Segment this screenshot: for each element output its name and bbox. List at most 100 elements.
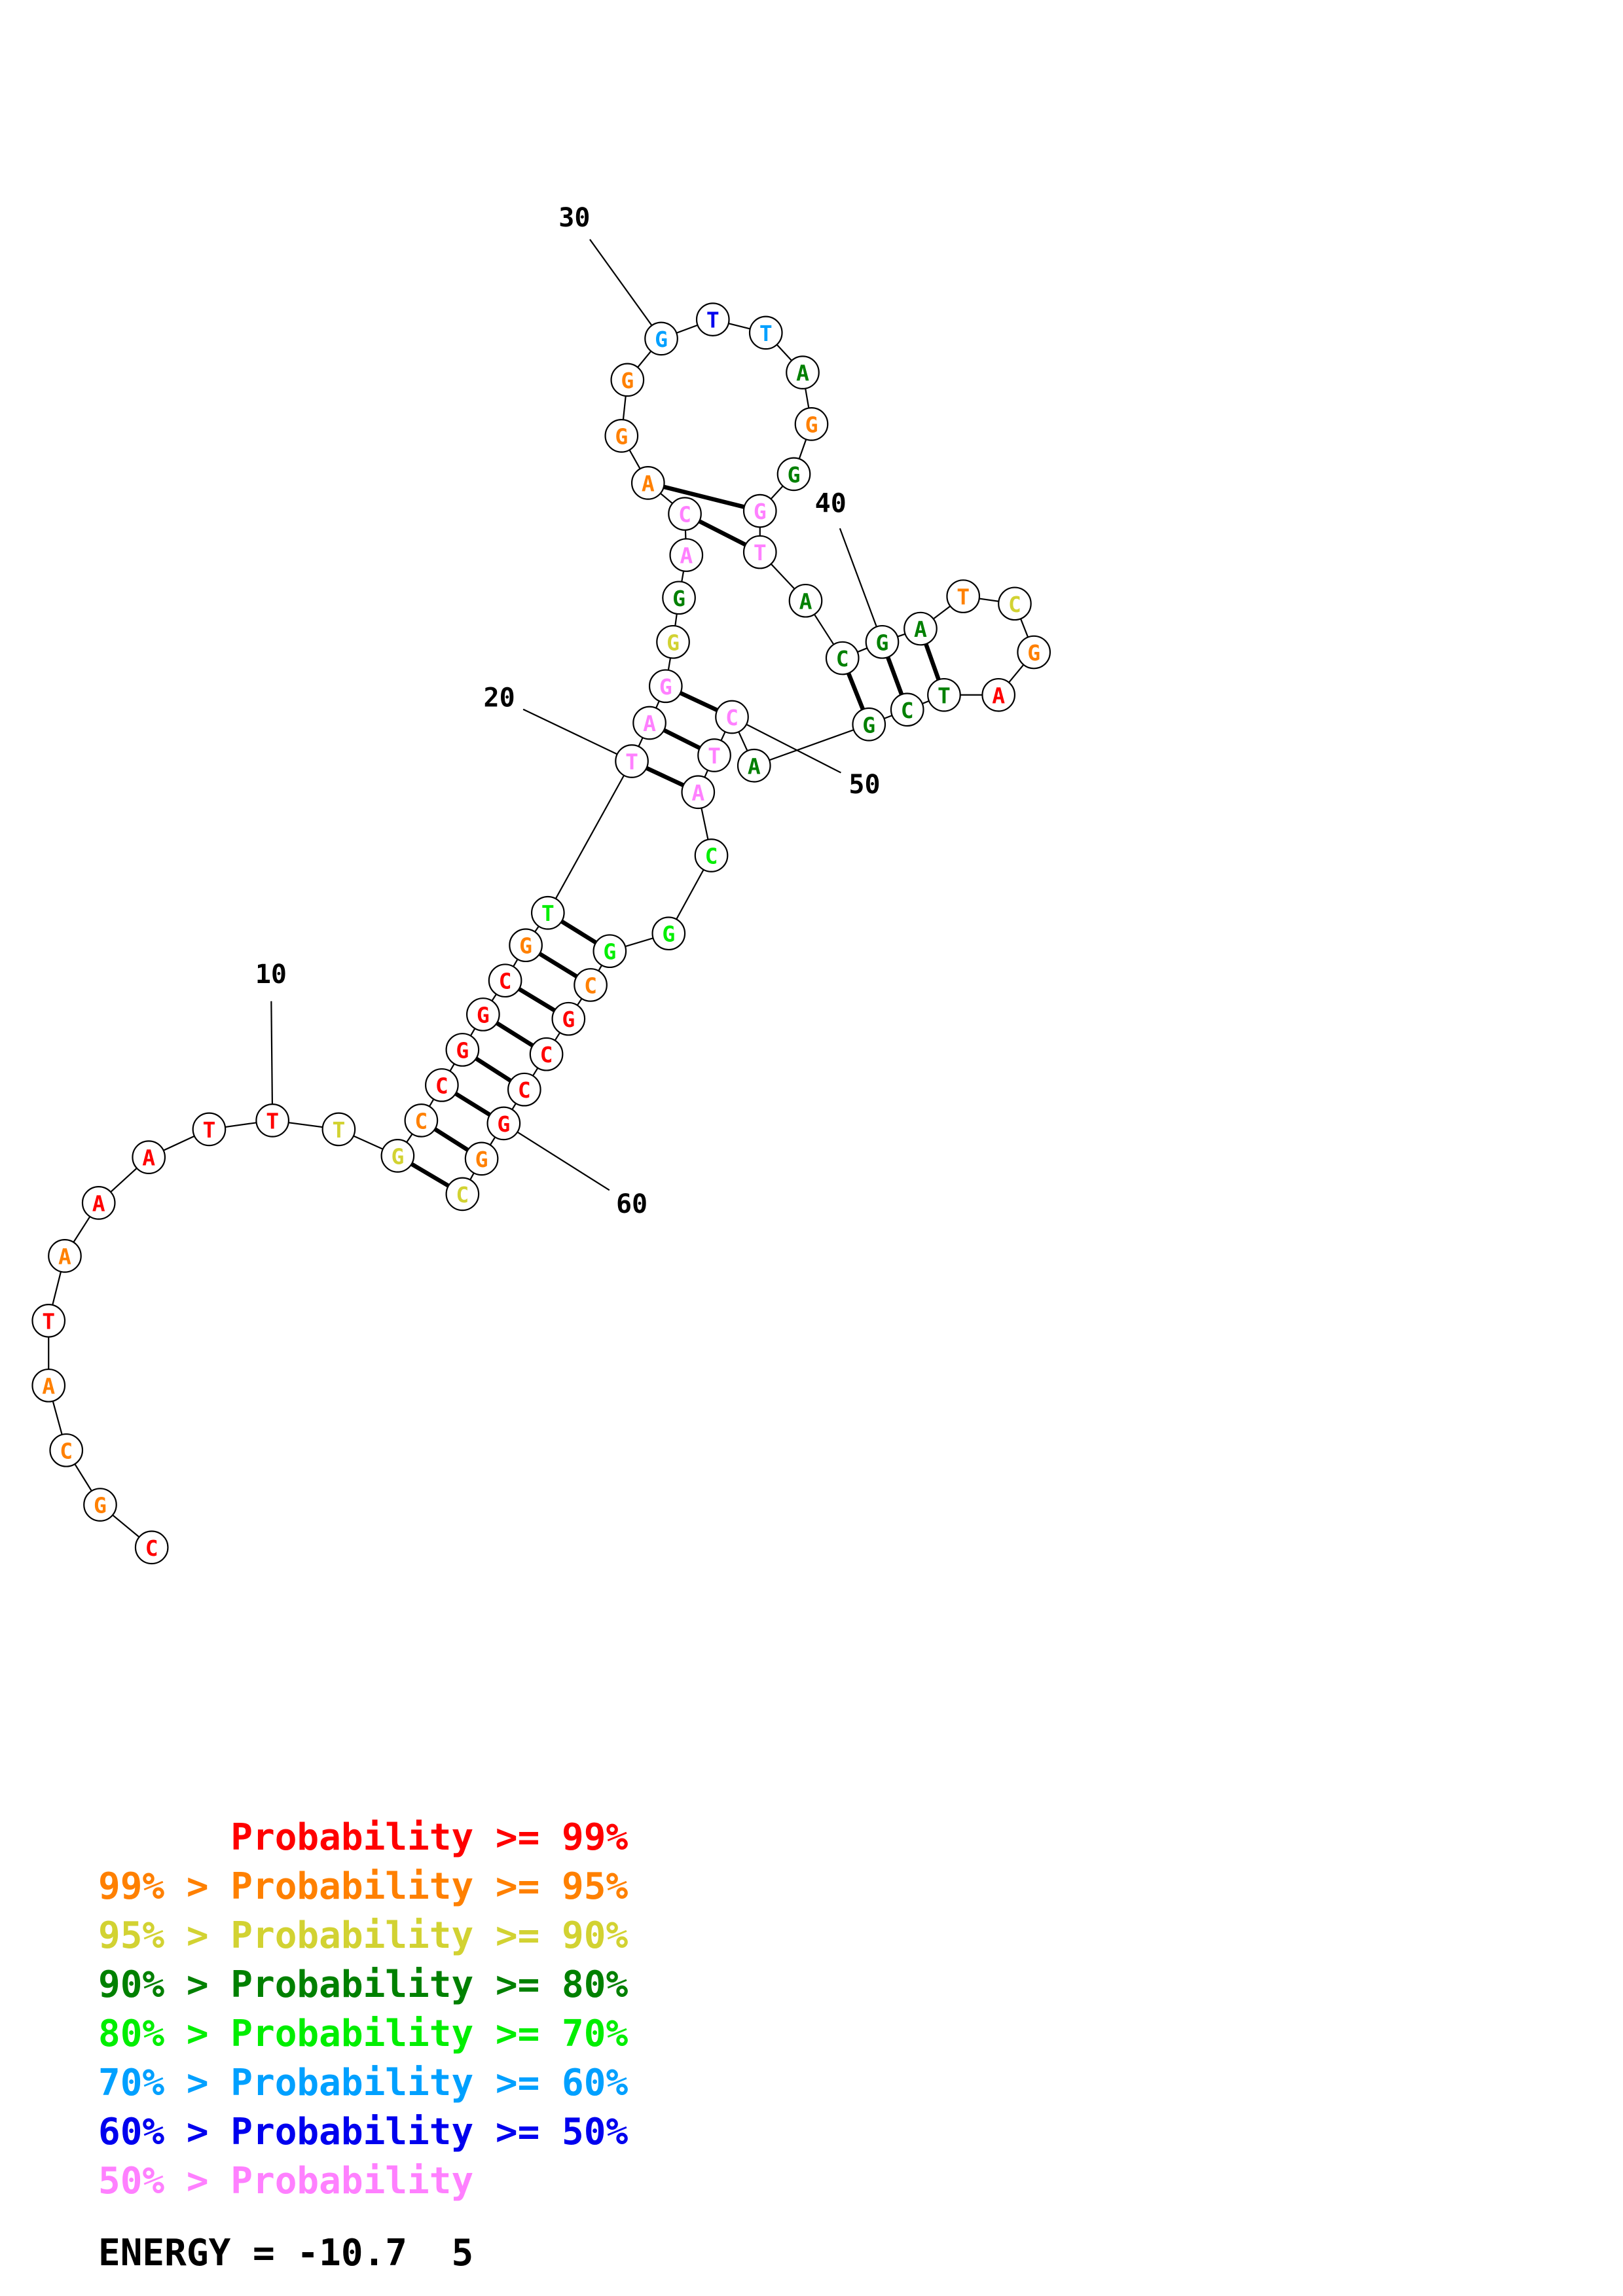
nucleotide-circle [610, 363, 645, 397]
nucleotide: C [488, 963, 522, 998]
nucleotide: A [632, 706, 666, 740]
nucleotide-circle [134, 1530, 169, 1565]
nucleotide-circle [651, 916, 686, 951]
nucleotide: G [794, 407, 829, 441]
nucleotide-base: G [655, 327, 668, 352]
nucleotide-circle [697, 738, 731, 772]
nucleotide: C [998, 586, 1032, 621]
nucleotide: G [1017, 635, 1051, 670]
nucleotide-base: T [957, 584, 970, 610]
legend-entry: 95% > Probability >= 90% [98, 1914, 629, 1957]
nucleotide-base: G [94, 1493, 107, 1518]
nucleotide-circle [574, 968, 608, 1002]
nucleotide-circle [83, 1488, 117, 1522]
position-label: 60 [616, 1189, 647, 1219]
nucleotide-base: T [541, 901, 555, 926]
nucleotide-base: G [862, 712, 875, 738]
nucleotide-base: T [42, 1308, 55, 1334]
nucleotide: C [890, 692, 924, 727]
nucleotide-base: G [805, 412, 818, 437]
nucleotide-circle [31, 1303, 66, 1338]
nucleotide-base: A [58, 1244, 71, 1269]
nucleotide: G [604, 419, 639, 453]
nucleotide: G [852, 707, 886, 742]
nucleotide-base: A [914, 617, 927, 642]
nucleotide-base: C [60, 1438, 73, 1463]
nucleotide-base: A [796, 361, 809, 386]
nucleotide-circle [648, 669, 683, 704]
nucleotide-base: G [1027, 640, 1040, 666]
position-leader-line [589, 239, 662, 340]
nucleotide-base: C [540, 1042, 553, 1067]
nucleotide-circle [981, 677, 1016, 712]
nucleotide-base: C [499, 969, 512, 994]
nucleotide: A [981, 677, 1016, 712]
nucleotide: C [445, 1177, 480, 1211]
nucleotide-base: G [391, 1143, 404, 1169]
nucleotide-base: A [643, 711, 656, 736]
nucleotide: G [656, 624, 690, 659]
nucleotide: A [681, 775, 716, 810]
nucleotide-circle [49, 1433, 84, 1467]
nucleotide-base: T [202, 1117, 215, 1143]
nucleotide: A [132, 1140, 166, 1174]
nucleotide: C [668, 497, 702, 531]
nucleotide-base: A [142, 1145, 155, 1171]
nucleotide: T [927, 677, 961, 712]
nucleotide-circle [669, 538, 704, 572]
nucleotide-circle [852, 707, 886, 742]
nucleotide: C [694, 838, 729, 872]
nucleotide-circle [464, 1141, 499, 1176]
nucleotide: A [737, 748, 771, 783]
nucleotide-circle [742, 493, 777, 528]
position-leader-line [503, 1122, 610, 1191]
nucleotide-circle [656, 624, 690, 659]
nucleotide-base: C [901, 698, 914, 723]
nucleotide-base: C [584, 973, 597, 998]
nucleotide-base: A [680, 543, 693, 569]
nucleotide: G [445, 1033, 480, 1067]
position-label: 50 [848, 770, 880, 800]
nucleotide-circle [630, 466, 665, 500]
legend-entry: Probability >= 99% [98, 1816, 629, 1859]
nucleotide-circle [742, 535, 777, 569]
position-label: 40 [815, 488, 847, 518]
nucleotide-circle [776, 457, 811, 492]
nucleotide-base: G [562, 1007, 575, 1032]
position-leader-line [522, 708, 632, 762]
nucleotide: G [662, 581, 696, 615]
nucleotide-circle [445, 1033, 480, 1067]
nucleotide-circle [445, 1177, 480, 1211]
nucleotide-base: T [754, 540, 767, 565]
nucleotide-base: G [788, 462, 801, 488]
nucleotide-circle [81, 1186, 116, 1220]
nucleotide-circle [903, 611, 938, 646]
nucleotide-base: C [456, 1182, 469, 1208]
nucleotide-base: C [678, 502, 691, 528]
nucleotide-circle [507, 1072, 541, 1107]
nucleotide: T [695, 302, 730, 336]
nucleotide-circle [488, 963, 522, 998]
nucleotide: G [644, 321, 678, 356]
nucleotide-circle [946, 579, 981, 613]
nucleotide: G [593, 934, 627, 969]
position-label: 20 [484, 683, 515, 713]
nucleotide: G [865, 624, 900, 659]
nucleotide: T [255, 1103, 290, 1138]
nucleotide-circle [255, 1103, 290, 1138]
nucleotide-circle [788, 583, 823, 618]
nucleotide-circle [530, 895, 565, 930]
nucleotide-base: A [42, 1373, 55, 1399]
nucleotide-base: C [836, 646, 849, 672]
nucleotide-circle [404, 1103, 439, 1138]
nucleotide: C [134, 1530, 169, 1565]
nucleotide: G [509, 928, 543, 963]
nucleotide: G [466, 997, 500, 1031]
nucleotide-base: G [662, 922, 675, 947]
nucleotide-base: G [621, 368, 634, 393]
nucleotide-circle [425, 1068, 459, 1102]
nucleotide-base: G [603, 939, 616, 965]
nucleotide-circle [192, 1112, 227, 1147]
nucleotide-base: G [477, 1002, 490, 1028]
nucleotide: T [697, 738, 731, 772]
